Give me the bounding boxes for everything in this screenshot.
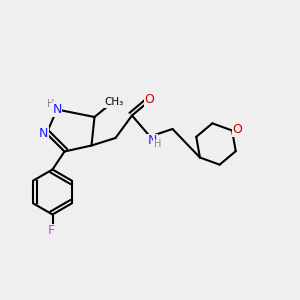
Text: N: N: [39, 127, 48, 140]
Text: F: F: [47, 224, 55, 238]
Text: H: H: [154, 139, 161, 149]
Text: H: H: [47, 99, 54, 109]
Text: CH₃: CH₃: [104, 97, 124, 107]
Text: O: O: [145, 93, 154, 106]
Text: N: N: [148, 134, 157, 147]
Text: O: O: [232, 123, 242, 136]
Text: N: N: [52, 103, 62, 116]
